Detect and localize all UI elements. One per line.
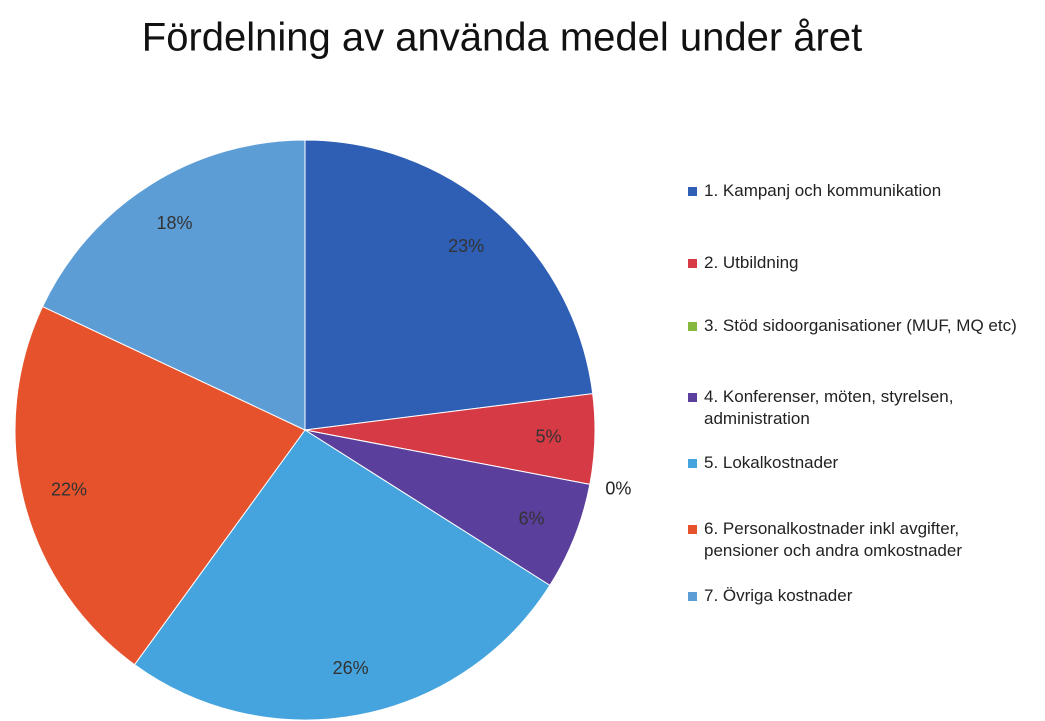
value-label: 6% xyxy=(518,508,544,528)
legend-swatch xyxy=(688,259,697,268)
pie-slice xyxy=(133,429,551,721)
legend-item: 2. Utbildning xyxy=(688,252,1028,274)
legend-swatch xyxy=(688,592,697,601)
legend-swatch xyxy=(688,393,697,402)
legend-label: 2. Utbildning xyxy=(704,253,799,272)
legend-label: 6. Personalkostnader inkl avgifter, pens… xyxy=(704,519,962,560)
pie-slice xyxy=(41,139,306,431)
legend-swatch xyxy=(688,459,697,468)
legend-swatch xyxy=(688,322,697,331)
value-label: 26% xyxy=(333,658,369,678)
pie-slice xyxy=(304,139,594,431)
value-label: 18% xyxy=(156,213,192,233)
legend-swatch xyxy=(688,187,697,196)
value-label: 23% xyxy=(448,236,484,256)
legend-label: 5. Lokalkostnader xyxy=(704,453,839,472)
legend-label: 7. Övriga kostnader xyxy=(704,586,853,605)
value-label: 0% xyxy=(605,479,631,499)
legend-item: 6. Personalkostnader inkl avgifter, pens… xyxy=(688,518,1028,562)
legend-item: 5. Lokalkostnader xyxy=(688,452,1028,474)
value-label: 22% xyxy=(51,479,87,499)
legend-item: 7. Övriga kostnader xyxy=(688,585,1028,607)
legend-label: 3. Stöd sidoorganisationer (MUF, MQ etc) xyxy=(704,316,1017,335)
legend-label: 1. Kampanj och kommunikation xyxy=(704,181,942,200)
value-label: 5% xyxy=(535,426,561,446)
chart-title: Fördelning av använda medel under året xyxy=(142,16,862,60)
legend-item: 1. Kampanj och kommunikation xyxy=(688,180,1028,202)
legend-item: 4. Konferenser, möten, styrelsen, admini… xyxy=(688,386,1028,430)
legend-label: 4. Konferenser, möten, styrelsen, admini… xyxy=(704,387,954,428)
legend-item: 3. Stöd sidoorganisationer (MUF, MQ etc) xyxy=(688,315,1028,337)
legend-swatch xyxy=(688,525,697,534)
